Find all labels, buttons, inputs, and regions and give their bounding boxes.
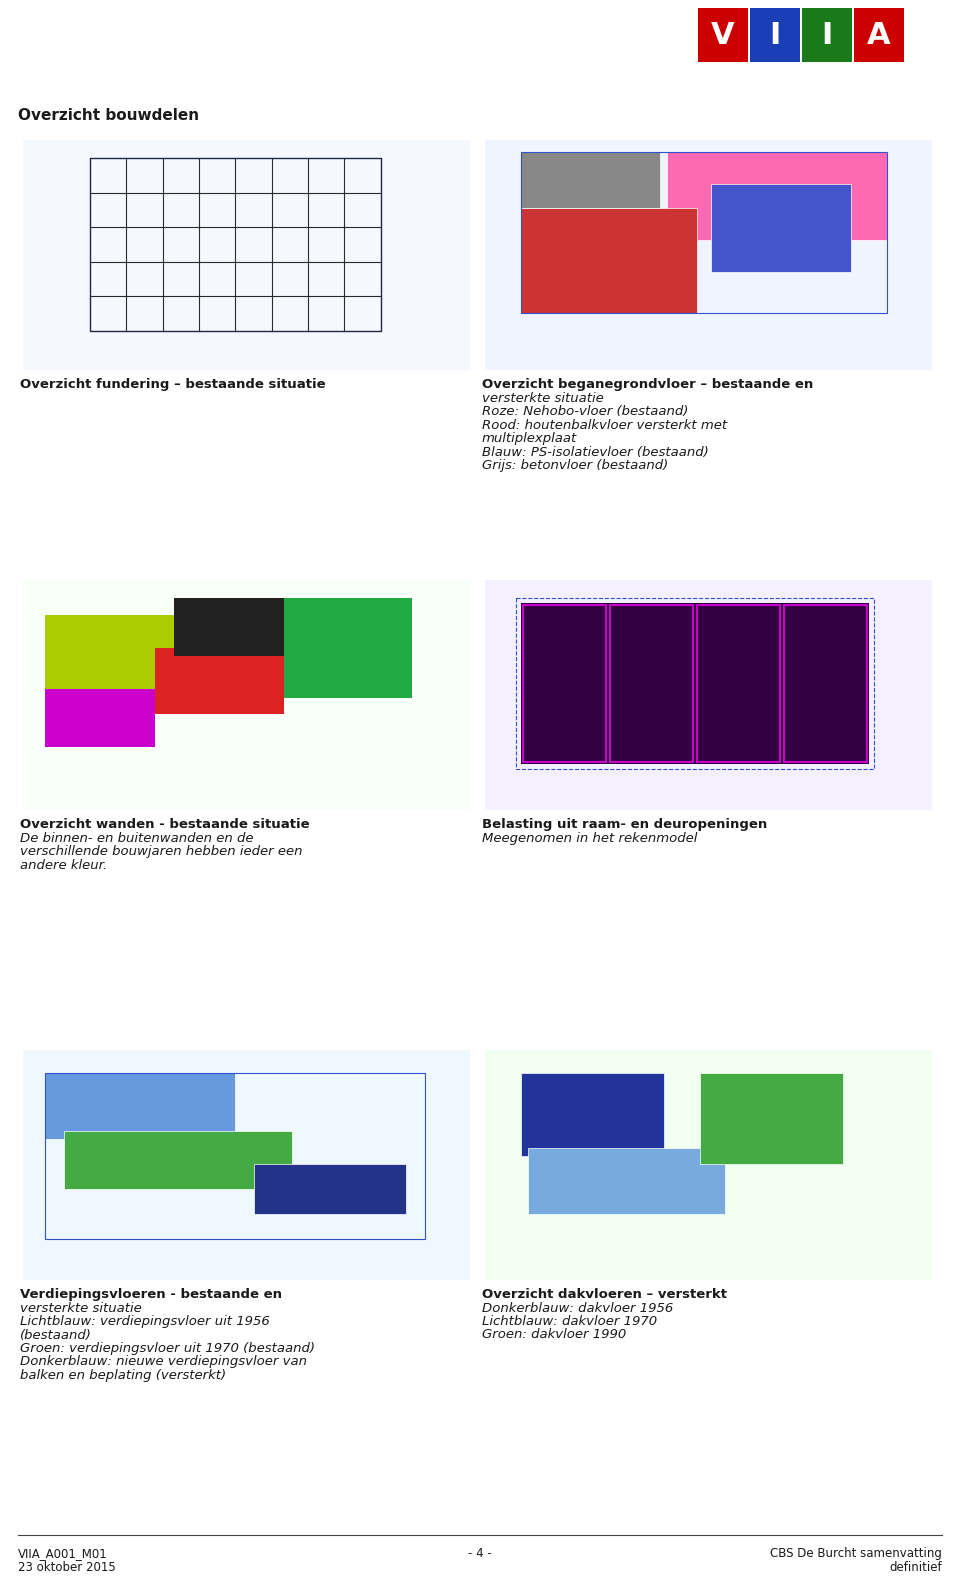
Text: Donkerblauw: nieuwe verdiepingsvloer van: Donkerblauw: nieuwe verdiepingsvloer van (20, 1355, 307, 1368)
Text: CBS De Burcht samenvatting: CBS De Burcht samenvatting (770, 1548, 942, 1560)
Bar (174, 599, 283, 656)
Bar (520, 208, 697, 312)
Text: Verdiepingsvloeren - bestaande en: Verdiepingsvloeren - bestaande en (20, 1288, 282, 1302)
Text: versterkte situatie: versterkte situatie (482, 391, 604, 405)
Text: V: V (711, 20, 734, 49)
Bar (528, 1147, 725, 1214)
Text: De binnen- en buitenwanden en de: De binnen- en buitenwanden en de (20, 832, 253, 845)
Bar (520, 151, 887, 312)
Bar (156, 648, 283, 714)
Text: Overzicht beganegrondvloer – bestaande en: Overzicht beganegrondvloer – bestaande e… (482, 378, 813, 391)
Text: balken en beplating (versterkt): balken en beplating (versterkt) (20, 1370, 227, 1382)
Text: I: I (822, 20, 832, 49)
Bar (254, 1165, 406, 1214)
Bar (700, 1073, 843, 1165)
Text: Overzicht wanden - bestaande situatie: Overzicht wanden - bestaande situatie (20, 818, 310, 831)
Bar (784, 605, 868, 763)
Text: multiplexplaat: multiplexplaat (482, 432, 577, 444)
Text: Meegenomen in het rekenmodel: Meegenomen in het rekenmodel (482, 832, 697, 845)
Bar (64, 1132, 292, 1188)
Bar (802, 8, 852, 61)
Bar (698, 8, 748, 61)
Text: Overzicht dakvloeren – versterkt: Overzicht dakvloeren – versterkt (482, 1288, 727, 1302)
Bar (516, 597, 875, 769)
Bar (45, 1073, 425, 1239)
Bar (520, 151, 660, 208)
Text: A: A (867, 20, 891, 49)
Bar (45, 615, 283, 698)
Bar (750, 8, 800, 61)
Text: Grijs: betonvloer (bestaand): Grijs: betonvloer (bestaand) (482, 459, 668, 471)
Bar (23, 580, 470, 810)
Text: Groen: verdiepingsvloer uit 1970 (bestaand): Groen: verdiepingsvloer uit 1970 (bestaa… (20, 1343, 315, 1355)
Text: Donkerblauw: dakvloer 1956: Donkerblauw: dakvloer 1956 (482, 1302, 673, 1314)
Text: I: I (769, 20, 780, 49)
Text: VIIA_A001_M01: VIIA_A001_M01 (18, 1548, 108, 1560)
Bar (283, 599, 412, 698)
Text: Belasting uit raam- en deuropeningen: Belasting uit raam- en deuropeningen (482, 818, 767, 831)
Text: Overzicht bouwdelen: Overzicht bouwdelen (18, 109, 199, 123)
Bar (523, 605, 606, 763)
Bar (711, 184, 851, 273)
Bar (697, 605, 780, 763)
Bar (520, 1073, 663, 1155)
Text: Blauw: PS-isolatievloer (bestaand): Blauw: PS-isolatievloer (bestaand) (482, 446, 708, 459)
Text: versterkte situatie: versterkte situatie (20, 1302, 142, 1314)
Bar (90, 159, 380, 331)
Bar (667, 151, 887, 240)
Text: Lichtblauw: dakvloer 1970: Lichtblauw: dakvloer 1970 (482, 1314, 658, 1329)
Bar (520, 604, 870, 764)
Bar (485, 140, 932, 370)
Bar (854, 8, 904, 61)
Text: Lichtblauw: verdiepingsvloer uit 1956: Lichtblauw: verdiepingsvloer uit 1956 (20, 1314, 270, 1329)
Text: 23 oktober 2015: 23 oktober 2015 (18, 1560, 116, 1574)
Text: verschillende bouwjaren hebben ieder een: verschillende bouwjaren hebben ieder een (20, 845, 302, 857)
Bar (23, 1050, 470, 1280)
Text: (bestaand): (bestaand) (20, 1329, 92, 1341)
Bar (610, 605, 693, 763)
Text: Roze: Nehobo-vloer (bestaand): Roze: Nehobo-vloer (bestaand) (482, 405, 688, 418)
Bar (45, 689, 156, 747)
Text: Groen: dakvloer 1990: Groen: dakvloer 1990 (482, 1329, 626, 1341)
Text: Overzicht fundering – bestaande situatie: Overzicht fundering – bestaande situatie (20, 378, 325, 391)
Bar (23, 140, 470, 370)
Text: andere kleur.: andere kleur. (20, 859, 108, 872)
Bar (485, 580, 932, 810)
Bar (485, 1050, 932, 1280)
Bar (45, 1073, 235, 1139)
Text: definitief: definitief (889, 1560, 942, 1574)
Text: Rood: houtenbalkvloer versterkt met: Rood: houtenbalkvloer versterkt met (482, 419, 727, 432)
Text: - 4 -: - 4 - (468, 1548, 492, 1560)
